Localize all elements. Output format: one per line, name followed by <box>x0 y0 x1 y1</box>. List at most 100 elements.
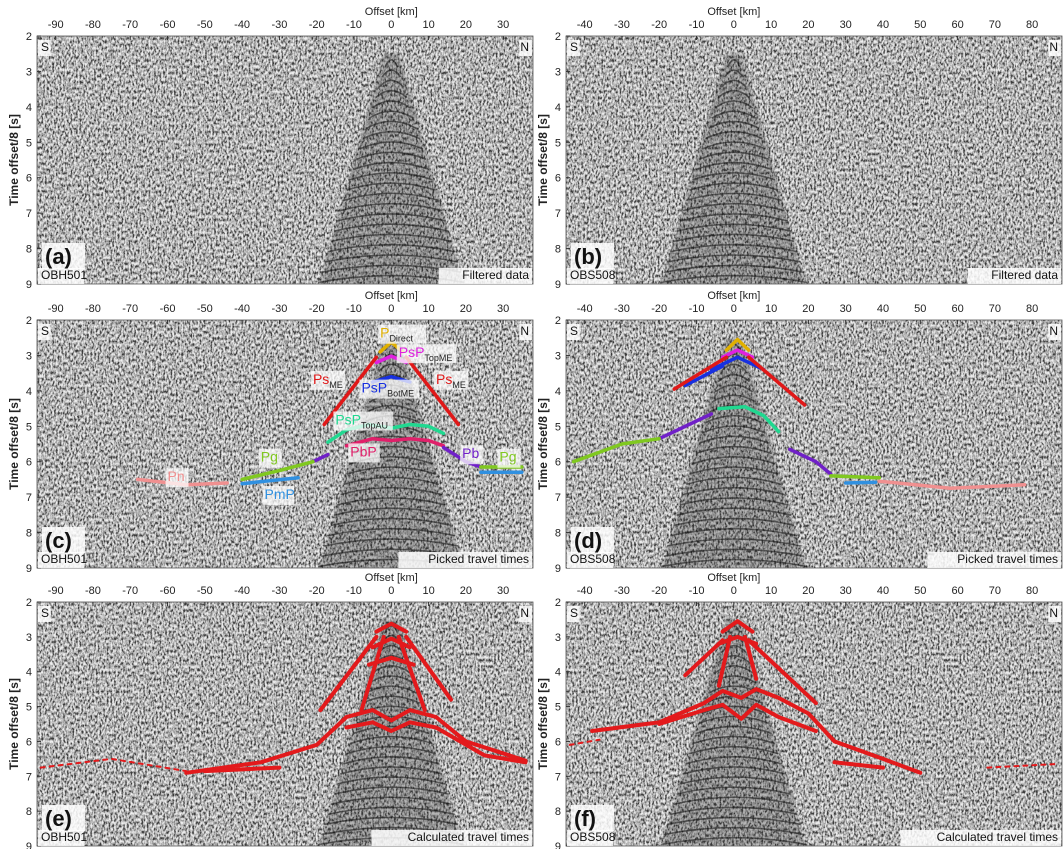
x-tick-label: 60 <box>951 19 963 31</box>
hyperbola-band <box>346 466 436 475</box>
hyperbola-band <box>324 254 459 263</box>
hyperbola-band <box>670 243 798 253</box>
x-tick-label: -40 <box>234 585 250 597</box>
picked-travel-time-curve <box>829 474 882 480</box>
seismic-section <box>37 36 533 284</box>
hyperbola-band <box>349 172 433 181</box>
station-label-bg <box>38 268 85 284</box>
x-tick-label: -30 <box>271 19 287 31</box>
panel-c: -90 -80 -70 -60 -50 -40 -30 -20 -10 0 10 20 30 Offset… <box>7 290 534 575</box>
x-tick-label: 40 <box>877 585 889 597</box>
panel-letter: (c) <box>45 528 72 553</box>
hyperbola-band <box>711 110 757 119</box>
hyperbola-band <box>349 735 433 745</box>
x-tick-label: 30 <box>840 303 852 315</box>
calculated-travel-time-curve <box>743 634 759 681</box>
hyperbola-band <box>666 254 801 263</box>
x-tick-label: -10 <box>689 303 705 315</box>
panel-letter-bg <box>42 243 85 269</box>
phase-label-bg <box>359 379 419 399</box>
hyperbola-band <box>333 786 449 795</box>
phase-label-text: PsPTopAU <box>335 412 388 431</box>
phase-label: PsME <box>434 370 469 390</box>
x-tick-label: 20 <box>460 585 472 597</box>
y-axis-label: Time offset/8 [s] <box>7 678 21 770</box>
y-axis-label: Time offset/8 [s] <box>7 114 21 206</box>
phase-label-bg <box>310 370 346 390</box>
station-label-bg <box>38 552 85 568</box>
north-direction-label: N <box>520 324 529 338</box>
x-tick-label: -40 <box>577 19 593 31</box>
north-direction-label: N <box>1049 324 1058 338</box>
y-tick-label: 8 <box>555 528 561 540</box>
y-tick-label: 7 <box>26 771 32 783</box>
hyperbola-band <box>708 120 760 130</box>
phase-label-text: Pb <box>462 445 479 461</box>
hyperbola-band <box>333 507 449 516</box>
axes-frame <box>36 319 534 569</box>
y-tick-label: 7 <box>555 208 561 220</box>
panel-caption-bg <box>927 552 1061 568</box>
x-axis-label: Offset [km] <box>365 6 418 18</box>
panel-letter: (d) <box>574 528 602 553</box>
phase-label-bg <box>497 448 521 468</box>
north-direction-label-bg <box>1048 606 1061 622</box>
x-tick-label: -40 <box>234 303 250 315</box>
x-tick-label: 30 <box>497 303 509 315</box>
north-direction-label: N <box>1049 40 1058 54</box>
hyperbola-band <box>337 776 446 785</box>
y-tick-label: 5 <box>555 702 561 714</box>
panel-caption-bg <box>967 268 1061 284</box>
phase-name: P <box>380 325 389 341</box>
station-label-box: OBH501 <box>38 552 87 568</box>
phase-label-text: PmP <box>264 486 294 502</box>
x-tick-label: 10 <box>765 19 777 31</box>
station-label-bg <box>38 830 85 846</box>
panel-letter-bg <box>571 243 614 269</box>
x-tick-label: -70 <box>122 585 138 597</box>
hyperbola-band <box>327 527 456 537</box>
calculated-travel-time-curve <box>720 619 755 634</box>
hyperbola-band <box>375 89 408 99</box>
phase-label-bg <box>460 445 484 465</box>
calculated-travel-time-curve <box>344 720 528 765</box>
phase-label: Pg <box>497 448 521 468</box>
x-tick-label: 40 <box>877 19 889 31</box>
x-tick-label: 40 <box>877 303 889 315</box>
y-tick-label: 8 <box>26 244 32 256</box>
phase-name: Pg <box>499 449 516 465</box>
panel-caption-box: Picked travel times <box>398 552 532 568</box>
north-direction-label-box: N <box>519 606 532 622</box>
south-direction-label-box: S <box>567 606 580 622</box>
x-tick-label: -20 <box>309 303 325 315</box>
y-tick-label: 9 <box>555 279 561 291</box>
south-direction-label: S <box>570 606 578 620</box>
y-tick-label: 4 <box>555 667 561 679</box>
x-axis-label: Offset [km] <box>707 6 760 18</box>
hyperbola-band <box>333 223 449 232</box>
north-direction-label-bg <box>519 324 532 340</box>
panel-letter: (a) <box>45 244 72 269</box>
x-tick-label: 20 <box>802 585 814 597</box>
y-tick-label: 6 <box>555 736 561 748</box>
south-direction-label-box: S <box>567 324 580 340</box>
north-direction-label-bg <box>519 40 532 56</box>
y-tick-label: 7 <box>555 492 561 504</box>
hyperbola-band <box>372 100 411 109</box>
picked-travel-time-curve <box>724 337 751 352</box>
panel-caption-bg <box>398 552 532 568</box>
x-tick-label: -20 <box>651 19 667 31</box>
travel-time-overlay <box>39 621 528 775</box>
panel-caption-box: Filtered data <box>438 268 532 284</box>
panel-letter-bg <box>42 527 85 553</box>
x-tick-label: 70 <box>989 303 1001 315</box>
hyperbola-band <box>670 806 798 816</box>
y-tick-label: 3 <box>555 350 561 362</box>
hyperbola-band <box>698 715 769 725</box>
phase-label-text: PsPTopME <box>399 344 453 363</box>
axes-frame <box>565 601 1063 847</box>
phase-label: PsPBotME <box>359 379 419 399</box>
seismic-section <box>37 602 533 846</box>
hyperbola-band <box>384 59 399 68</box>
